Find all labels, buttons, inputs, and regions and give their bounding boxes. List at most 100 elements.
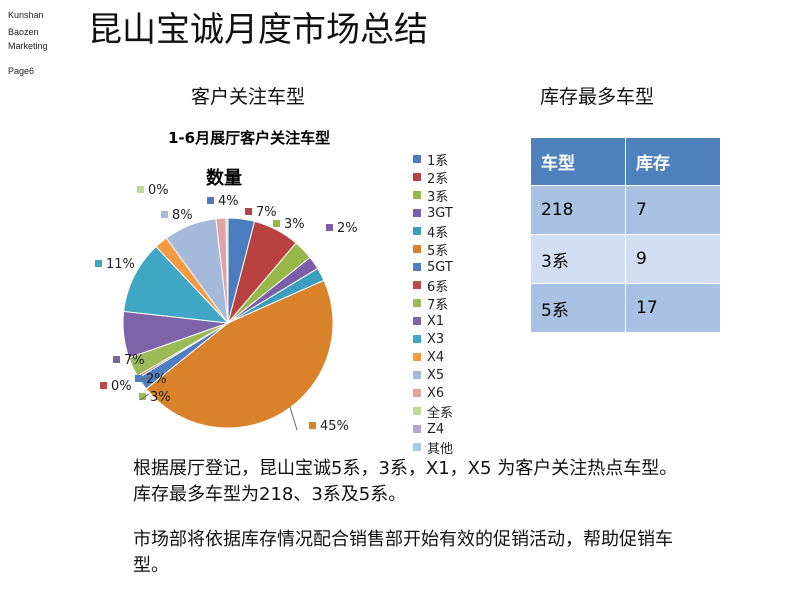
legend-item: 全系 xyxy=(413,402,493,421)
data-label: 45% xyxy=(320,419,349,434)
legend-swatch xyxy=(413,371,421,379)
stock-table: 车型 库存 218 7 3系 9 5系 17 xyxy=(530,137,721,333)
legend-swatch xyxy=(413,191,421,199)
legend-item: 3系 xyxy=(413,186,493,205)
data-label-marker xyxy=(326,224,333,231)
table-cell-stock: 17 xyxy=(625,283,721,333)
legend-label: 全系 xyxy=(427,405,454,421)
table-cell-stock: 7 xyxy=(625,185,721,235)
legend-swatch xyxy=(413,155,421,163)
legend-label: X4 xyxy=(427,349,445,365)
legend-label: X5 xyxy=(427,367,445,383)
legend-swatch xyxy=(413,425,421,433)
leader-line xyxy=(139,393,150,401)
table-header-stock: 库存 xyxy=(625,137,721,186)
brand-line-3: Marketing xyxy=(8,41,48,51)
table-row: 218 7 xyxy=(530,185,721,235)
legend-swatch xyxy=(413,353,421,361)
legend-item: 其他 xyxy=(413,438,493,457)
legend-swatch xyxy=(413,245,421,253)
legend-label: X6 xyxy=(427,385,445,401)
pie-slice xyxy=(145,279,334,429)
data-label: 0% xyxy=(148,183,169,198)
data-label: 4% xyxy=(218,194,239,209)
chart-legend: 1系 2系 3系 3GT 4系 5系 5GT 6系 7系 X1 X3 X4 X5 X6 全系 Z4 其他 xyxy=(413,150,493,457)
leader-line xyxy=(289,406,298,431)
table-row: 5系 17 xyxy=(530,283,721,333)
data-label-marker xyxy=(137,186,144,193)
legend-item: 2系 xyxy=(413,168,493,187)
legend-swatch xyxy=(413,227,421,235)
brand-line-1: Kunshan xyxy=(8,10,44,20)
table-cell-stock: 9 xyxy=(625,234,721,284)
pie-slice xyxy=(123,245,230,324)
data-label-marker xyxy=(161,211,168,218)
legend-item: 1系 xyxy=(413,150,493,169)
data-label: 3% xyxy=(150,390,171,405)
legend-label: 3GT xyxy=(427,205,453,221)
data-label: 3% xyxy=(284,217,305,232)
legend-item: X4 xyxy=(413,348,493,366)
pie-labels: 4%7%3% 2%45%2%0%3%7%11%8%0% xyxy=(95,183,358,434)
brand-line-2: Baozen xyxy=(8,27,39,37)
data-label-marker xyxy=(135,375,142,382)
chart-subtitle: 数量 xyxy=(206,168,242,189)
data-label-marker xyxy=(113,356,120,363)
legend-label: 5GT xyxy=(427,259,453,275)
leader-line xyxy=(139,376,152,381)
legend-swatch xyxy=(413,173,421,181)
legend-item: 5系 xyxy=(413,240,493,259)
legend-item: 4系 xyxy=(413,222,493,241)
legend-label: X3 xyxy=(427,331,445,347)
legend-label: 4系 xyxy=(427,225,449,241)
data-label: 2% xyxy=(337,221,358,236)
data-label: 7% xyxy=(256,205,277,220)
legend-swatch xyxy=(413,281,421,289)
legend-label: 1系 xyxy=(427,153,449,169)
data-label: 0% xyxy=(111,379,132,394)
legend-swatch xyxy=(413,407,421,415)
left-section-title: 客户关注车型 xyxy=(191,86,306,108)
data-label-marker xyxy=(139,393,146,400)
data-label: 11% xyxy=(106,257,135,272)
chart-title: 1-6月展厅客户关注车型 xyxy=(168,129,331,147)
legend-item: X1 xyxy=(413,312,493,330)
table-row: 3系 9 xyxy=(530,234,721,284)
data-label: 7% xyxy=(124,353,145,368)
summary-paragraph-2: 市场部将依据库存情况配合销售部开始有效的促销活动，帮助促销车型。 xyxy=(133,529,673,576)
legend-item: 7系 xyxy=(413,294,493,313)
data-label-marker xyxy=(245,208,252,215)
data-label-marker xyxy=(207,197,214,204)
legend-swatch xyxy=(413,443,421,451)
legend-item: 3GT xyxy=(413,204,493,222)
right-section-title: 库存最多车型 xyxy=(540,86,655,108)
legend-item: X6 xyxy=(413,384,493,402)
legend-swatch xyxy=(413,317,421,325)
legend-label: 5系 xyxy=(427,243,449,259)
legend-item: X5 xyxy=(413,366,493,384)
legend-swatch xyxy=(413,209,421,217)
legend-label: Z4 xyxy=(427,421,445,437)
summary-paragraph-1: 根据展厅登记，昆山宝诚5系，3系，X1，X5 为客户关注热点车型。库存最多车型为… xyxy=(133,458,678,505)
data-label-marker xyxy=(273,220,280,227)
legend-label: 2系 xyxy=(427,171,449,187)
data-label: 2% xyxy=(146,372,167,387)
legend-swatch xyxy=(413,389,421,397)
legend-label: X1 xyxy=(427,313,445,329)
legend-swatch xyxy=(413,263,421,271)
legend-label: 3系 xyxy=(427,189,449,205)
pie-slices xyxy=(122,217,334,429)
table-cell-model: 3系 xyxy=(530,234,626,284)
page-number: Page6 xyxy=(8,66,35,76)
legend-item: 6系 xyxy=(413,276,493,295)
legend-swatch xyxy=(413,335,421,343)
table-header-model: 车型 xyxy=(530,137,626,186)
pie-slice xyxy=(225,217,229,324)
legend-item: 5GT xyxy=(413,258,493,276)
data-label: 8% xyxy=(172,208,193,223)
data-label-marker xyxy=(309,422,316,429)
data-label-marker xyxy=(100,382,107,389)
legend-label: 7系 xyxy=(427,297,449,313)
legend-item: X3 xyxy=(413,330,493,348)
